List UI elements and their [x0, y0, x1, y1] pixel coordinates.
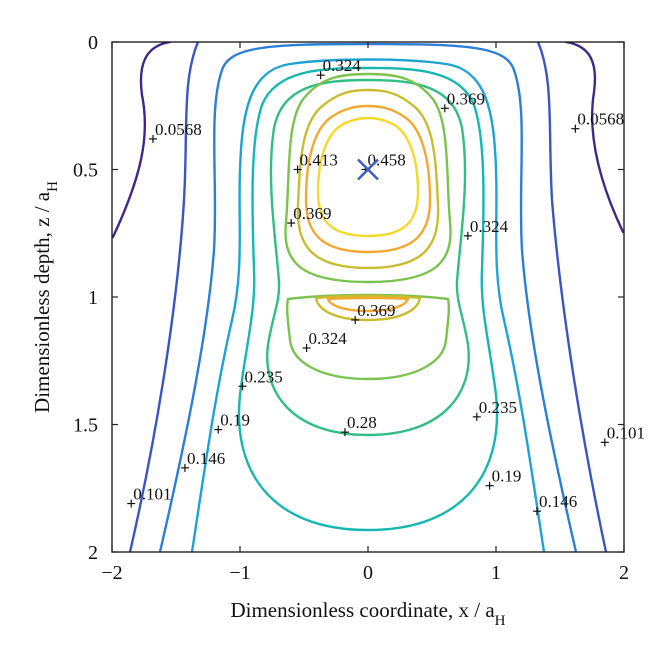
contour-label: 0.324 — [463, 217, 509, 240]
x-tick-label: 1 — [491, 562, 501, 584]
y-tick-label: 0 — [88, 32, 98, 54]
contour-labels: 0.324 0.369 0.0568 0.0568 0.413 0.458 0.369 0.3… — [127, 56, 645, 516]
contour-label-text: 0.0568 — [577, 110, 624, 129]
contour-label: 0.101 — [600, 423, 645, 447]
y-tick-label: 0.5 — [73, 160, 98, 182]
contour-label-text: 0.458 — [367, 151, 405, 170]
contour-line — [536, 42, 608, 552]
contour-line — [284, 72, 452, 284]
contour-line — [112, 42, 172, 239]
contour-label-text: 0.324 — [323, 56, 362, 75]
contour-line — [190, 58, 546, 552]
contour-line — [564, 42, 624, 234]
contour-line — [326, 296, 410, 313]
contour-label: 0.324 — [316, 56, 362, 80]
contour-label: 0.28 — [340, 413, 377, 437]
contour-label-text: 0.324 — [470, 217, 509, 236]
y-tick-label: 1 — [88, 287, 98, 309]
contour-label-text: 0.28 — [347, 413, 377, 432]
x-tick-label: −2 — [101, 562, 122, 584]
contour-label: 0.369 — [287, 204, 331, 228]
contour-label: 0.235 — [238, 367, 283, 391]
contour-label-text: 0.413 — [300, 151, 338, 170]
contour-lines — [112, 42, 624, 552]
contour-line — [237, 66, 499, 532]
contour-label-text: 0.146 — [539, 492, 577, 511]
contour-label: 0.0568 — [571, 110, 624, 133]
contour-label-text: 0.235 — [245, 367, 283, 386]
contour-label: 0.19 — [214, 411, 250, 434]
contour-label: 0.101 — [127, 485, 171, 508]
contour-label-text: 0.0568 — [155, 120, 202, 139]
y-tick-label: 2 — [88, 542, 98, 564]
contour-label-text: 0.146 — [187, 449, 225, 468]
contour-label-text: 0.369 — [447, 89, 485, 108]
x-axis-label: Dimensionless coordinate, x / aH — [230, 598, 505, 629]
x-tick-label: 2 — [619, 562, 629, 584]
contour-label-text: 0.19 — [492, 467, 522, 486]
contour-label-text: 0.101 — [607, 423, 645, 442]
y-axis-label: Dimensionless depth, z / aH — [30, 181, 61, 413]
contour-label-text: 0.101 — [133, 485, 171, 504]
contour-label: 0.0568 — [148, 120, 202, 143]
contour-label-text: 0.19 — [220, 411, 250, 430]
contour-label: 0.19 — [485, 467, 522, 490]
contour-line — [128, 42, 200, 552]
contour-label: 0.235 — [472, 398, 517, 421]
contour-label-text: 0.369 — [357, 301, 395, 320]
contour-line — [316, 116, 420, 238]
x-tick-label: −1 — [229, 562, 250, 584]
contour-line — [314, 294, 422, 322]
contour-label-text: 0.369 — [293, 204, 331, 223]
contour-label: 0.324 — [302, 329, 348, 352]
axis-ticks: −2 −1 0 1 2 0 0.5 1 1.5 2 — [73, 32, 629, 584]
max-marker-stroke — [357, 158, 379, 181]
contour-label: 0.369 — [440, 89, 485, 113]
x-tick-label: 0 — [363, 562, 373, 584]
contour-label-text: 0.324 — [309, 329, 348, 348]
contour-label-text: 0.235 — [479, 398, 517, 417]
contour-line — [304, 104, 432, 254]
contour-line — [296, 88, 440, 270]
contour-line — [266, 78, 470, 437]
y-tick-label: 1.5 — [73, 415, 98, 437]
max-marker — [357, 158, 379, 181]
contour-label: 0.369 — [351, 301, 395, 324]
contour-label: 0.146 — [532, 492, 577, 516]
contour-label: 0.413 — [293, 151, 338, 174]
contour-label: 0.146 — [180, 449, 225, 472]
